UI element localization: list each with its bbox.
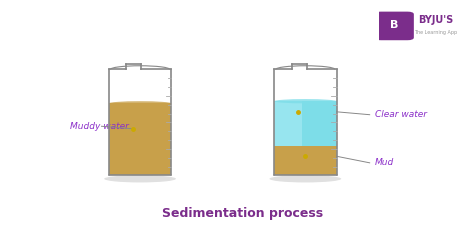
Text: Clear water: Clear water xyxy=(375,110,427,119)
Text: Mud: Mud xyxy=(375,158,394,167)
Bar xyxy=(274,101,302,146)
FancyBboxPatch shape xyxy=(374,12,414,40)
Ellipse shape xyxy=(109,101,171,105)
Bar xyxy=(274,101,337,146)
Ellipse shape xyxy=(104,175,176,182)
Text: The Learning App: The Learning App xyxy=(414,30,457,35)
Bar xyxy=(274,146,337,175)
Text: B: B xyxy=(390,20,398,30)
Ellipse shape xyxy=(269,175,341,182)
Text: BYJU'S: BYJU'S xyxy=(418,15,453,25)
Text: Muddy water: Muddy water xyxy=(70,122,129,131)
Text: Sedimentation process: Sedimentation process xyxy=(163,207,323,220)
Bar xyxy=(109,103,171,175)
Ellipse shape xyxy=(274,99,337,103)
